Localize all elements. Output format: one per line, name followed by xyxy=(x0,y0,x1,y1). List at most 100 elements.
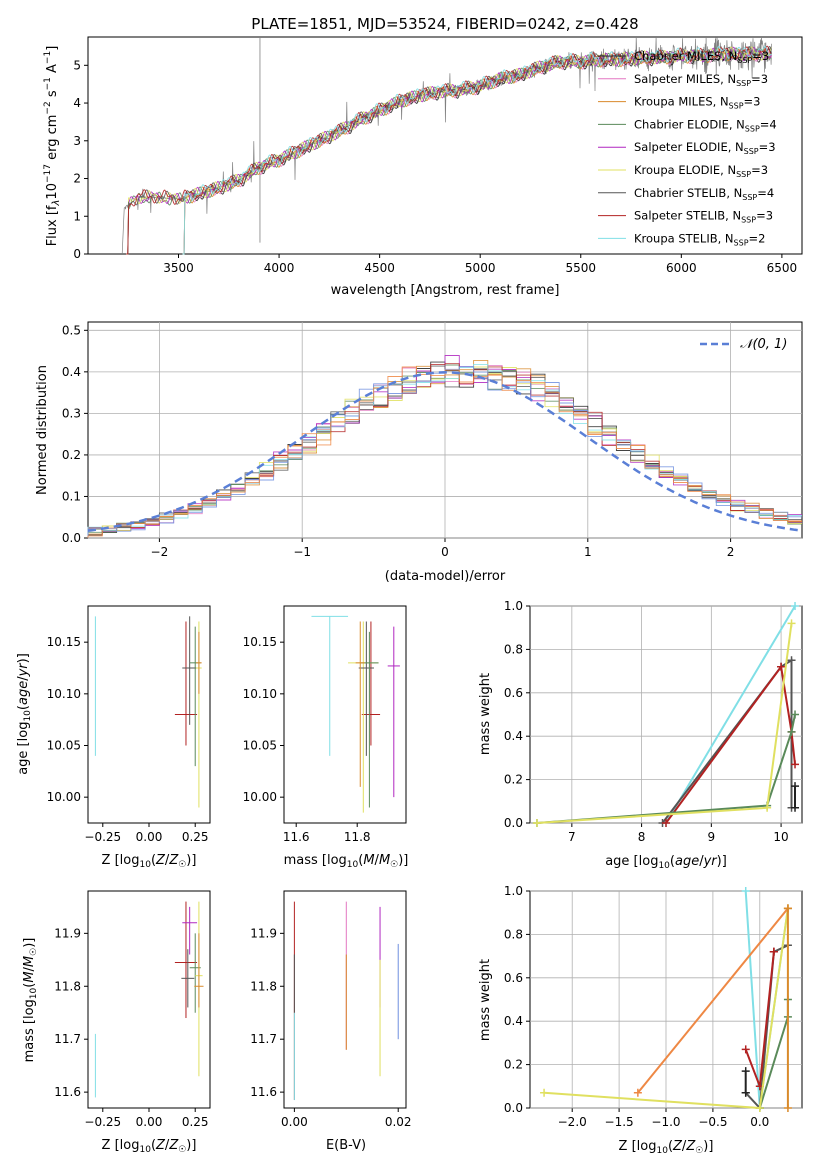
weight-line-chabrier_stelib xyxy=(744,944,789,1111)
y-tick-label: 10.10 xyxy=(47,687,81,701)
weight-marker-salpeter_stelib xyxy=(662,819,670,827)
y-tick-label: 0.3 xyxy=(62,406,81,420)
weight-marker-salpeter_stelib xyxy=(769,947,778,956)
mw-Z-xlabel: Z [log10(Z/Z☉)] xyxy=(619,1139,714,1156)
mw-age-ylabel: mass weight xyxy=(478,673,493,755)
y-tick-label: 1.0 xyxy=(504,599,523,613)
model-line-chabrier_miles xyxy=(182,48,772,255)
weight-line-chabrier_elodie xyxy=(536,714,796,824)
histogram-kroupa_stelib xyxy=(87,363,802,538)
y-tick-label: 11.8 xyxy=(250,979,277,993)
y-tick-label: 11.7 xyxy=(54,1032,81,1046)
age-vs-Z-xlabel: Z [log10(Z/Z☉)] xyxy=(102,853,197,870)
spectrum-frame xyxy=(87,36,803,255)
x-tick-label: 6000 xyxy=(666,261,697,275)
mw-age-frame xyxy=(529,605,803,824)
x-tick-label: 0.02 xyxy=(385,1115,412,1129)
legend-label-salpeter_miles: Salpeter MILES, NSSP=3 xyxy=(634,72,768,88)
y-tick-label: 0.8 xyxy=(504,927,523,941)
y-tick-label: 11.7 xyxy=(250,1032,277,1046)
age-vs-Z-ylabel: age [log10(age/yr)] xyxy=(16,653,33,775)
weight-marker-salpeter_stelib xyxy=(777,662,786,671)
y-tick-label: 0.0 xyxy=(504,1101,523,1115)
y-tick-label: 10.05 xyxy=(243,739,277,753)
y-tick-label: 0.0 xyxy=(504,816,523,830)
legend-label-kroupa_elodie: Kroupa ELODIE, NSSP=3 xyxy=(634,163,768,179)
y-tick-label: 11.6 xyxy=(250,1085,277,1099)
weight-marker-chabrier_miles xyxy=(741,1067,750,1076)
y-tick-label: 11.9 xyxy=(54,926,81,940)
y-tick-label: 0.2 xyxy=(504,1058,523,1072)
spectrum-legend: Chabrier MILES, NSSP=3 Salpeter MILES, NS… xyxy=(598,49,777,247)
weight-marker-kroupa_elodie xyxy=(787,619,796,628)
mass-vs-ebv-xlabel: E(B-V) xyxy=(326,1138,366,1153)
weight-marker-chabrier_miles xyxy=(791,782,800,791)
legend-label-salpeter_stelib: Salpeter STELIB, NSSP=3 xyxy=(634,209,773,225)
spectrum-plot-area: 3500 4000 4500 5000 5500 6000 6500 0 1 2 3 4 5 xyxy=(73,36,797,275)
mass-vs-Z-xlabel: Z [log10(Z/Z☉)] xyxy=(102,1138,197,1155)
y-tick-label: 11.9 xyxy=(250,926,277,940)
x-tick-label: 5500 xyxy=(565,261,596,275)
weight-marker-extra2 xyxy=(633,1088,642,1097)
y-tick-label: 0.5 xyxy=(62,323,81,337)
residuals-ylabel: Normed distribution xyxy=(35,365,50,495)
y-tick-label: 10.00 xyxy=(243,790,277,804)
legend-label-kroupa_miles: Kroupa MILES, NSSP=3 xyxy=(634,95,760,111)
y-tick-label: 11.8 xyxy=(54,979,81,993)
panel-age-vs-mass: 11.6 11.8 10.00 10.05 10.10 10.15 mass [log10… xyxy=(243,605,409,870)
y-tick-label: 1 xyxy=(73,209,81,223)
legend-label-chabrier_stelib: Chabrier STELIB, NSSP=4 xyxy=(634,186,774,202)
figure-title: PLATE=1851, MJD=53524, FIBERID=0242, z=0… xyxy=(251,15,638,33)
x-tick-label: 10 xyxy=(773,830,788,844)
x-tick-label: 4000 xyxy=(264,261,295,275)
weight-line-kroupa_elodie xyxy=(536,623,793,824)
mw-age-xlabel: age [log10(age/yr)] xyxy=(605,854,727,871)
y-tick-label: 10.00 xyxy=(47,790,81,804)
y-tick-label: 0.2 xyxy=(62,448,81,462)
weight-line-extra2 xyxy=(637,907,789,1094)
x-tick-label: 0.25 xyxy=(182,1115,209,1129)
x-tick-label: 11.6 xyxy=(283,830,310,844)
weight-marker-kroupa_miles xyxy=(783,904,792,913)
y-tick-label: 4 xyxy=(73,96,81,110)
x-tick-label: −2.0 xyxy=(558,1115,587,1129)
y-tick-label: 10.15 xyxy=(243,635,277,649)
x-tick-label: 11.8 xyxy=(344,830,371,844)
y-tick-label: 11.6 xyxy=(54,1085,81,1099)
x-tick-label: −1.5 xyxy=(605,1115,634,1129)
x-tick-label: −0.5 xyxy=(698,1115,727,1129)
age-vs-mass-frame xyxy=(283,605,407,824)
weight-marker-kroupa_elodie xyxy=(532,819,541,827)
weight-line-kroupa_stelib xyxy=(665,605,796,824)
age-vs-mass-plot-area: 11.6 11.8 10.00 10.05 10.10 10.15 xyxy=(243,615,400,844)
x-tick-label: 0.25 xyxy=(182,830,209,844)
mass-vs-Z-plot-area: −0.25 0.00 0.25 11.6 11.7 11.8 11.9 xyxy=(54,901,209,1129)
x-tick-label: 3500 xyxy=(163,261,194,275)
y-tick-label: 3 xyxy=(73,134,81,148)
weight-marker-kroupa_miles xyxy=(783,1104,792,1112)
legend-label-chabrier_elodie: Chabrier ELODIE, NSSP=4 xyxy=(634,117,777,133)
x-tick-label: 0.00 xyxy=(281,1115,308,1129)
x-tick-label: 0 xyxy=(441,545,449,559)
y-tick-label: 0.6 xyxy=(504,971,523,985)
weight-line-salpeter_stelib xyxy=(665,664,796,824)
age-vs-Z-plot-area: −0.25 0.00 0.25 10.00 10.05 10.10 10.15 xyxy=(47,616,209,844)
mw-age-plot-area: 7 8 9 10 0.0 0.2 0.4 0.6 0.8 1.0 xyxy=(504,599,802,844)
y-tick-label: 0.1 xyxy=(62,489,81,503)
y-tick-label: 10.05 xyxy=(47,739,81,753)
x-tick-label: 0.00 xyxy=(136,830,163,844)
weight-marker-chabrier_miles xyxy=(791,803,800,812)
residuals-xlabel: (data-model)/error xyxy=(385,569,506,584)
x-tick-label: −2 xyxy=(151,545,169,559)
mass-vs-ebv-frame xyxy=(283,890,407,1109)
x-tick-label: −0.25 xyxy=(84,1115,121,1129)
panel-mass-weight-vs-Z: −2.0 −1.5 −1.0 −0.5 0.0 0.0 0.2 0.4 0.6 0.8 1.0 Z … xyxy=(478,884,803,1156)
mw-Z-ylabel: mass weight xyxy=(478,959,493,1041)
mw-Z-plot-area: −2.0 −1.5 −1.0 −0.5 0.0 0.0 0.2 0.4 0.6 0.8 1.0 xyxy=(504,884,802,1129)
model-line-kroupa_stelib xyxy=(182,45,772,255)
x-tick-label: −1.0 xyxy=(651,1115,680,1129)
age-vs-mass-xlabel: mass [log10(M/M☉)] xyxy=(284,853,409,870)
x-tick-label: 1 xyxy=(584,545,592,559)
model-line-chabrier_stelib xyxy=(126,45,772,255)
residuals-plot-area: −2 −1 0 1 2 0.0 0.1 0.2 0.3 0.4 0.5 xyxy=(62,322,803,559)
